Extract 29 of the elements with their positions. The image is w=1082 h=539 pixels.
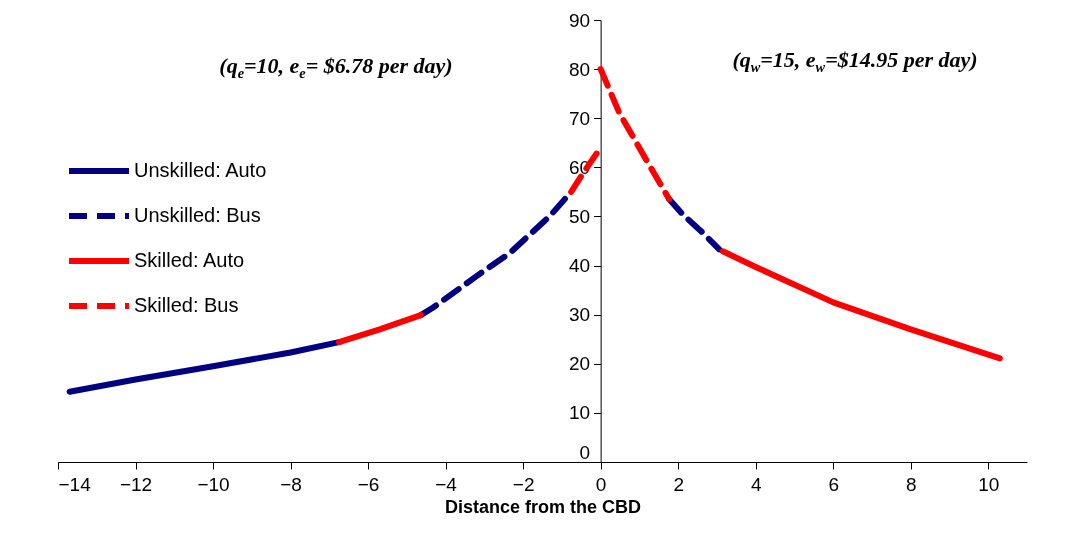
x-tick-label: 6	[828, 473, 839, 495]
x-tick-label: −8	[280, 473, 302, 495]
x-tick-label: 8	[905, 473, 917, 495]
legend-label: Unskilled: Bus	[134, 204, 261, 226]
x-tick-label: −6	[357, 473, 380, 495]
x-axis-title: Distance from the CBD	[444, 496, 642, 517]
y-tick-label: 50	[569, 205, 591, 227]
x-tick-label: 10	[978, 473, 1000, 495]
y-tick-label: 70	[569, 107, 591, 129]
y-tick-label: 90	[569, 9, 591, 31]
x-tick-label: 0	[595, 473, 607, 495]
y-tick-label: 30	[569, 304, 591, 326]
annotation: (q$_{e}$=10, e$_{e}$= $6.78 per day)	[219, 53, 453, 81]
x-tick-label: −2	[512, 473, 535, 495]
legend-label: Skilled: Auto	[134, 249, 245, 271]
x-tick-label: −4	[435, 473, 458, 495]
y-tick-label: 0	[579, 441, 591, 463]
x-tick-label: −14	[58, 473, 92, 495]
y-tick-label: 80	[569, 58, 591, 80]
y-tick-label: 40	[569, 255, 591, 277]
x-tick-label: −12	[119, 473, 153, 495]
legend-label: Skilled: Bus	[134, 294, 239, 316]
x-tick-label: 4	[750, 473, 762, 495]
y-tick-label: 20	[569, 353, 591, 375]
y-tick-label: 10	[569, 402, 591, 424]
legend-label: Unskilled: Auto	[134, 159, 267, 181]
x-tick-label: −10	[197, 473, 230, 495]
annotation: (q$_{w}$=15, e$_{w}$=$14.95 per day)	[732, 47, 978, 75]
x-tick-label: 2	[673, 473, 684, 495]
